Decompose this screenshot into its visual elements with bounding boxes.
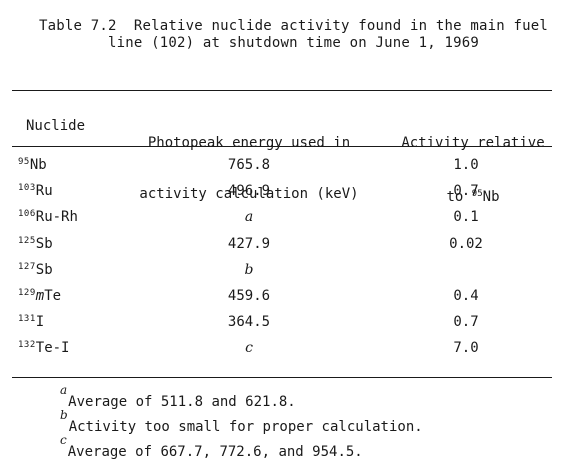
table-row: 132Te-I c 7.0 (0, 336, 587, 362)
activity-cell: 0.02 (449, 235, 483, 252)
header-activity-line-2: to 95Nb (384, 186, 562, 206)
activity-cell: 0.4 (453, 287, 479, 304)
nuclide-mass: 129 (18, 287, 36, 298)
energy-footnote-ref: b (244, 261, 254, 278)
activity-cell: 0.1 (453, 209, 479, 226)
nuclide-cell: 103Ru (18, 183, 53, 199)
nuclide-isomer: m (35, 287, 45, 304)
footnote-text: Average of 667.7, 772.6, and 954.5. (67, 444, 363, 460)
caption-line-1: Table 7.2 Relative nuclide activity foun… (38, 18, 549, 34)
nuclide-element: Sb (35, 235, 53, 252)
header-activity-element: Nb (482, 189, 500, 205)
nuclide-mass: 125 (18, 235, 36, 246)
header-nuclide: Nuclide (26, 118, 86, 134)
nuclide-element: Ru-Rh (35, 209, 78, 226)
nuclide-cell: 95Nb (18, 157, 47, 173)
nuclide-mass: 131 (18, 314, 36, 325)
energy-cell: 427.9 (227, 235, 271, 252)
nuclide-mass: 106 (18, 209, 36, 220)
header-activity-line-1: Activity relative (401, 135, 545, 151)
activity-cell: 0.7 (453, 183, 479, 200)
nuclide-element: I (35, 314, 45, 331)
activity-cell: 7.0 (453, 340, 479, 357)
table-row: 106Ru-Rh a 0.1 (0, 205, 587, 231)
nuclide-mass: 103 (18, 183, 36, 194)
nuclide-cell: 132Te-I (18, 340, 69, 356)
nuclide-cell: 127Sb (18, 262, 53, 278)
header-activity-mass: 95 (471, 189, 483, 199)
activity-cell: 1.0 (453, 157, 479, 173)
table-row: 95Nb 765.8 1.0 (0, 153, 587, 179)
caption-line-2: line (102) at shutdown time on June 1, 1… (107, 35, 480, 51)
footnote: aAverage of 511.8 and 621.8. (60, 383, 423, 413)
table-top-rule (12, 90, 552, 91)
table-body: 95Nb 765.8 1.0 103Ru 496.9 0.7 106Ru-Rh … (0, 153, 587, 363)
nuclide-element: Nb (29, 157, 47, 173)
footnote: cAverage of 667.7, 772.6, and 954.5. (60, 433, 423, 463)
table-row: 131I 364.5 0.7 (0, 310, 587, 336)
nuclide-element: Sb (35, 261, 53, 278)
table-row: 125Sb 427.9 0.02 (0, 232, 587, 258)
header-energy-line-2: activity calculation (keV) (139, 186, 359, 202)
table-row: 103Ru 496.9 0.7 (0, 179, 587, 205)
nuclide-mass: 127 (18, 261, 36, 272)
footnote: bActivity too small for proper calculati… (60, 408, 423, 438)
footnote-text: Average of 511.8 and 621.8. (68, 394, 296, 410)
header-activity-prefix: to (446, 189, 472, 205)
activity-cell: 0.7 (453, 314, 479, 331)
nuclide-cell: 125Sb (18, 236, 53, 252)
nuclide-mass: 95 (18, 157, 30, 167)
nuclide-mass: 132 (18, 340, 36, 351)
energy-footnote-ref: a (244, 209, 254, 226)
nuclide-element: Te-I (35, 340, 70, 357)
nuclide-element: Ru (35, 183, 53, 200)
energy-cell: 459.6 (227, 287, 271, 304)
energy-cell: 765.8 (227, 157, 271, 173)
nuclide-cell: 129mTe (18, 288, 61, 304)
energy-cell: 364.5 (227, 314, 271, 331)
table-header-rule (12, 146, 552, 147)
table-bottom-rule (12, 377, 552, 378)
footnote-mark: c (60, 433, 67, 447)
nuclide-cell: 106Ru-Rh (18, 209, 78, 225)
footnote-mark: a (60, 383, 68, 397)
energy-cell: 496.9 (227, 183, 271, 200)
nuclide-element: Te (44, 287, 62, 304)
table-caption: Table 7.2 Relative nuclide activity foun… (0, 18, 587, 52)
header-energy-line-1: Photopeak energy used in (147, 135, 351, 151)
footnotes: aAverage of 511.8 and 621.8. bActivity t… (60, 383, 423, 463)
energy-footnote-ref: c (245, 340, 253, 357)
header-activity: Activity relative to 95Nb (384, 101, 562, 223)
header-energy: Photopeak energy used in activity calcul… (120, 101, 378, 220)
footnote-text: Activity too small for proper calculatio… (68, 419, 423, 435)
table-row: 129mTe 459.6 0.4 (0, 284, 587, 310)
table-row: 127Sb b (0, 258, 587, 284)
footnote-mark: b (60, 408, 68, 422)
nuclide-cell: 131I (18, 314, 44, 330)
